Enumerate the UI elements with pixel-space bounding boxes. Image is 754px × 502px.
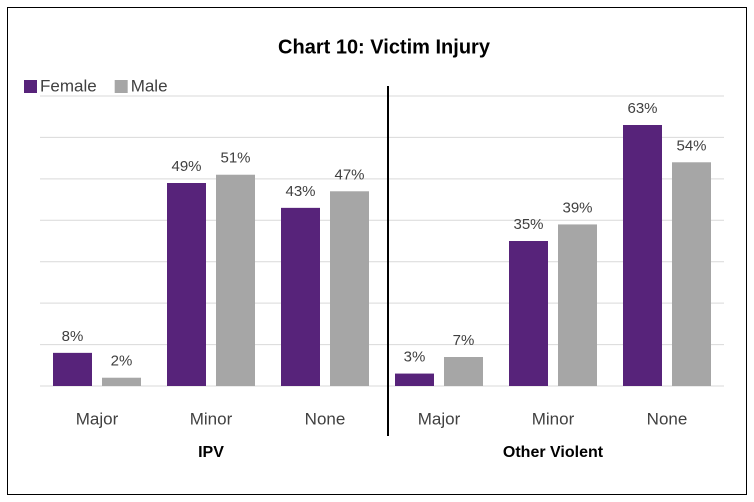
bar: [623, 125, 662, 386]
data-label: 2%: [111, 353, 133, 370]
data-label: 35%: [513, 216, 543, 233]
data-label: 3%: [404, 349, 426, 366]
chart-title: Chart 10: Victim Injury: [278, 36, 491, 58]
bar: [281, 207, 320, 386]
bar: [395, 373, 434, 386]
data-label: 39%: [562, 199, 592, 216]
bar: [444, 357, 483, 386]
data-label: 43%: [285, 183, 315, 200]
legend-label: Female: [40, 76, 97, 95]
bar: [102, 377, 141, 386]
x-tick-label: Minor: [532, 409, 575, 428]
data-label: 63%: [627, 100, 657, 117]
data-label: 49%: [171, 158, 201, 175]
data-label: 8%: [62, 328, 84, 345]
data-label: 51%: [220, 150, 250, 167]
group-label: Other Violent: [503, 444, 604, 461]
bar: [509, 241, 548, 386]
bar: [558, 224, 597, 386]
legend-swatch: [24, 80, 37, 93]
bar: [216, 174, 255, 386]
group-label: IPV: [198, 444, 224, 461]
legend-swatch: [114, 80, 128, 93]
data-label: 47%: [334, 166, 364, 183]
x-tick-label: Minor: [190, 409, 233, 428]
x-tick-label: Major: [418, 409, 461, 428]
x-tick-label: Major: [76, 409, 119, 428]
data-label: 54%: [676, 137, 706, 154]
x-tick-label: None: [305, 409, 346, 428]
bar: [53, 352, 92, 386]
bar: [330, 191, 369, 386]
x-tick-label: None: [647, 409, 688, 428]
bar: [167, 183, 206, 386]
legend-label: Male: [131, 76, 168, 95]
data-label: 7%: [453, 332, 475, 349]
bar: [672, 162, 711, 386]
